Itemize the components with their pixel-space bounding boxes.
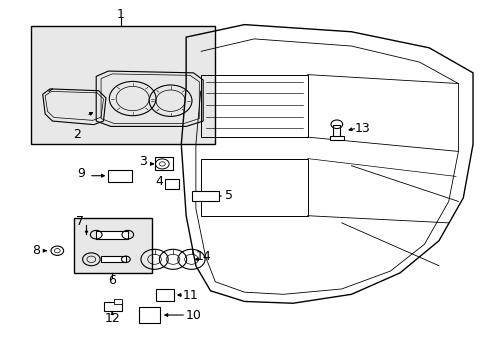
Bar	[114, 298, 122, 304]
Bar	[154, 157, 173, 170]
Bar	[96, 231, 127, 239]
Bar	[201, 158, 307, 216]
Bar	[333, 125, 340, 138]
Bar	[104, 302, 122, 311]
Bar	[101, 256, 125, 262]
Text: 12: 12	[104, 312, 120, 325]
Bar	[192, 191, 218, 202]
Text: 6: 6	[108, 274, 116, 287]
Bar	[156, 289, 173, 301]
Text: 5: 5	[224, 189, 232, 202]
Text: 3: 3	[139, 155, 147, 168]
Text: 4: 4	[155, 175, 163, 188]
Text: 7: 7	[76, 215, 84, 228]
Text: 13: 13	[354, 122, 369, 135]
Bar	[329, 136, 343, 140]
Bar	[30, 26, 215, 144]
Bar	[139, 307, 160, 323]
Text: 1: 1	[116, 8, 124, 21]
Text: 14: 14	[195, 250, 211, 263]
Text: 2: 2	[73, 129, 81, 141]
Text: 10: 10	[185, 309, 201, 322]
Text: 11: 11	[183, 288, 199, 302]
Text: 9: 9	[78, 167, 85, 180]
Bar	[74, 217, 152, 273]
Text: 8: 8	[32, 244, 41, 257]
Bar	[165, 179, 179, 189]
Bar	[201, 75, 307, 137]
Bar	[108, 170, 131, 182]
